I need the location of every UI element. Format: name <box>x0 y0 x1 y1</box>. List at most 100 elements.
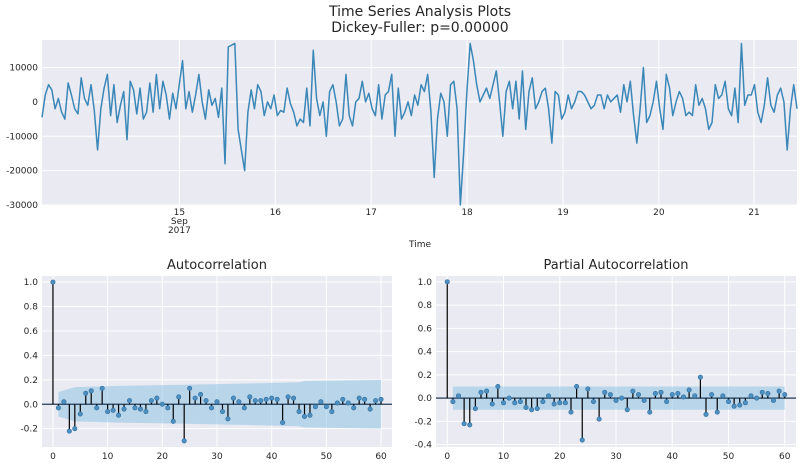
stem-marker <box>252 398 258 404</box>
stem-marker <box>127 398 133 404</box>
stem-marker <box>484 388 490 394</box>
stem-marker <box>362 396 368 402</box>
stem-marker <box>669 392 675 398</box>
stem-marker <box>472 406 478 412</box>
stem-marker <box>742 400 748 406</box>
stem-marker <box>55 405 61 411</box>
stem-marker <box>132 405 138 411</box>
x-tick-label: 0 <box>444 452 450 462</box>
stem-marker <box>731 403 737 409</box>
y-tick-label: 0.0 <box>418 394 433 404</box>
stem-marker <box>351 405 357 411</box>
stem-marker <box>301 413 307 419</box>
stem-marker <box>50 279 56 285</box>
stem-marker <box>312 404 318 410</box>
stem-marker <box>378 396 384 402</box>
y-tick-label: 0.0 <box>24 400 39 410</box>
stem-marker <box>307 412 313 418</box>
stem-marker <box>680 394 686 400</box>
stem-marker <box>579 437 585 443</box>
stem-marker <box>203 398 209 404</box>
stem-marker <box>247 394 253 400</box>
x-tick-label: 21 <box>748 208 759 218</box>
stem-marker <box>770 397 776 403</box>
stem-marker <box>478 389 484 395</box>
stem-marker <box>318 399 324 405</box>
x-tick-label: 19 <box>557 208 569 218</box>
stem-marker <box>274 396 280 402</box>
x-tick-label: 40 <box>266 452 278 462</box>
stem-marker <box>219 409 225 415</box>
stem-marker <box>585 386 591 392</box>
stem-marker <box>596 416 602 422</box>
x-axis-label: Time <box>408 240 431 250</box>
stem-marker <box>551 401 557 407</box>
stem-marker <box>263 396 269 402</box>
stem-marker <box>280 420 286 426</box>
stem-marker <box>737 402 743 408</box>
x-tick-label: 18 <box>461 208 473 218</box>
x-tick-label: 40 <box>667 452 679 462</box>
stem-marker <box>209 405 215 411</box>
stem-marker <box>686 387 692 393</box>
stem-marker <box>143 409 149 415</box>
figure-subtitle: Dickey-Fuller: p=0.00000 <box>331 20 508 36</box>
stem-marker <box>574 384 580 390</box>
y-tick-label: -0.2 <box>414 417 432 427</box>
stem-marker <box>495 384 501 390</box>
stem-marker <box>329 409 335 415</box>
x-tick-label: 50 <box>723 452 735 462</box>
y-tick-label: 0.8 <box>418 301 433 311</box>
stem-marker <box>776 388 782 394</box>
stem-marker <box>630 388 636 394</box>
stem-marker <box>72 426 78 432</box>
stem-marker <box>602 389 608 395</box>
x-tick-label: 50 <box>321 452 333 462</box>
stem-marker <box>450 399 456 405</box>
stem-marker <box>759 389 765 395</box>
stem-marker <box>137 406 143 412</box>
stem-marker <box>198 391 204 397</box>
y-tick-label: 0.2 <box>24 376 38 386</box>
stem-marker <box>512 400 518 406</box>
stem-marker <box>61 399 67 405</box>
x-tick-label: 16 <box>270 208 282 218</box>
stem-marker <box>725 399 731 405</box>
stem-marker <box>557 400 563 406</box>
x-tick-label: 60 <box>375 452 387 462</box>
stem-marker <box>334 400 340 406</box>
stem-marker <box>187 385 193 391</box>
stem-marker <box>214 399 220 405</box>
stem-marker <box>590 399 596 405</box>
stem-marker <box>296 409 302 415</box>
stem-marker <box>568 409 574 415</box>
x-tick-label: 20 <box>653 208 665 218</box>
stem-marker <box>165 405 171 411</box>
x-tick-label: 0 <box>50 452 56 462</box>
stem-marker <box>619 395 625 401</box>
acf-axes: 1.0 0.8 0.6 0.4 0.2 0.0 -0.2 0 10 20 30 40 50 60 Autoc… <box>20 258 392 462</box>
stem-marker <box>697 374 703 380</box>
stem-marker <box>545 393 551 399</box>
stem-marker <box>754 395 760 401</box>
stem-marker <box>269 395 275 401</box>
figure-title: Time Series Analysis Plots <box>328 4 511 20</box>
stem-marker <box>748 393 754 399</box>
stem-marker <box>121 406 127 412</box>
stem-marker <box>291 395 297 401</box>
stem-marker <box>652 390 658 396</box>
stem-marker <box>506 395 512 401</box>
stem-marker <box>373 398 379 404</box>
stem-marker <box>116 412 122 418</box>
stem-marker <box>720 393 726 399</box>
stem-marker <box>83 390 89 396</box>
y-tick-label: -10000 <box>6 132 38 142</box>
panel-title: Partial Autocorrelation <box>544 258 689 273</box>
y-tick-label: -0.2 <box>20 425 38 435</box>
stem-marker <box>714 409 720 415</box>
stem-marker <box>285 394 291 400</box>
stem-marker <box>529 407 535 413</box>
stem-marker <box>675 390 681 396</box>
